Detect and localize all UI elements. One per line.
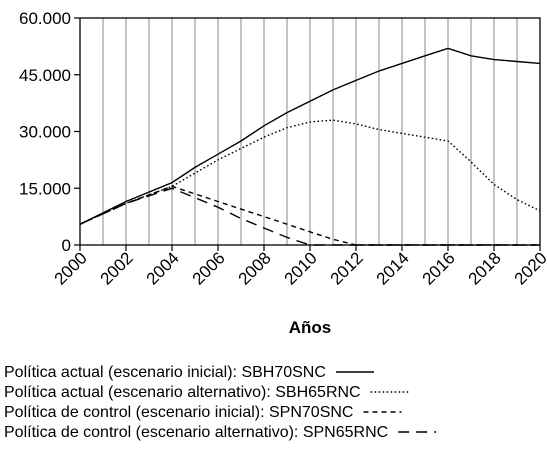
series-lines <box>79 47 541 246</box>
x-axis-title: Años <box>289 318 332 337</box>
x-tick-label: 2018 <box>465 248 505 288</box>
x-tick-label: 2014 <box>373 248 413 288</box>
legend-label: Política de control (escenario alternati… <box>4 424 388 441</box>
x-tick-label: 2000 <box>51 248 91 288</box>
x-tick-label: 2004 <box>143 248 183 288</box>
x-tick-label: 2016 <box>419 248 459 288</box>
x-tick-label: 2020 <box>511 248 547 288</box>
x-tick-label: 2010 <box>281 248 321 288</box>
y-axis-ticks: 0 15.000 30.000 45.000 60.000 <box>19 9 80 255</box>
legend: Política actual (escenario inicial): SBH… <box>4 364 437 441</box>
grid-lines <box>102 18 518 245</box>
legend-label: Política de control (escenario inicial):… <box>4 404 353 421</box>
y-tick-label: 15.000 <box>19 179 71 198</box>
y-tick-label: 0 <box>62 236 71 255</box>
y-tick-label: 30.000 <box>19 123 71 142</box>
y-tick-label: 45.000 <box>19 66 71 85</box>
y-tick-label: 60.000 <box>19 9 71 28</box>
x-tick-label: 2008 <box>235 248 275 288</box>
x-tick-label: 2006 <box>189 248 229 288</box>
series-line-4 <box>79 187 540 246</box>
x-tick-label: 2002 <box>97 248 137 288</box>
series-line-3 <box>79 185 540 246</box>
x-tick-label: 2012 <box>327 248 367 288</box>
legend-label: Política actual (escenario alternativo):… <box>4 384 361 401</box>
x-axis-ticks: 2000 2002 2004 2006 2008 2010 2012 2014 2016 2018… <box>51 245 547 289</box>
legend-label: Política actual (escenario inicial): SBH… <box>4 364 326 381</box>
series-line-1 <box>79 47 541 225</box>
